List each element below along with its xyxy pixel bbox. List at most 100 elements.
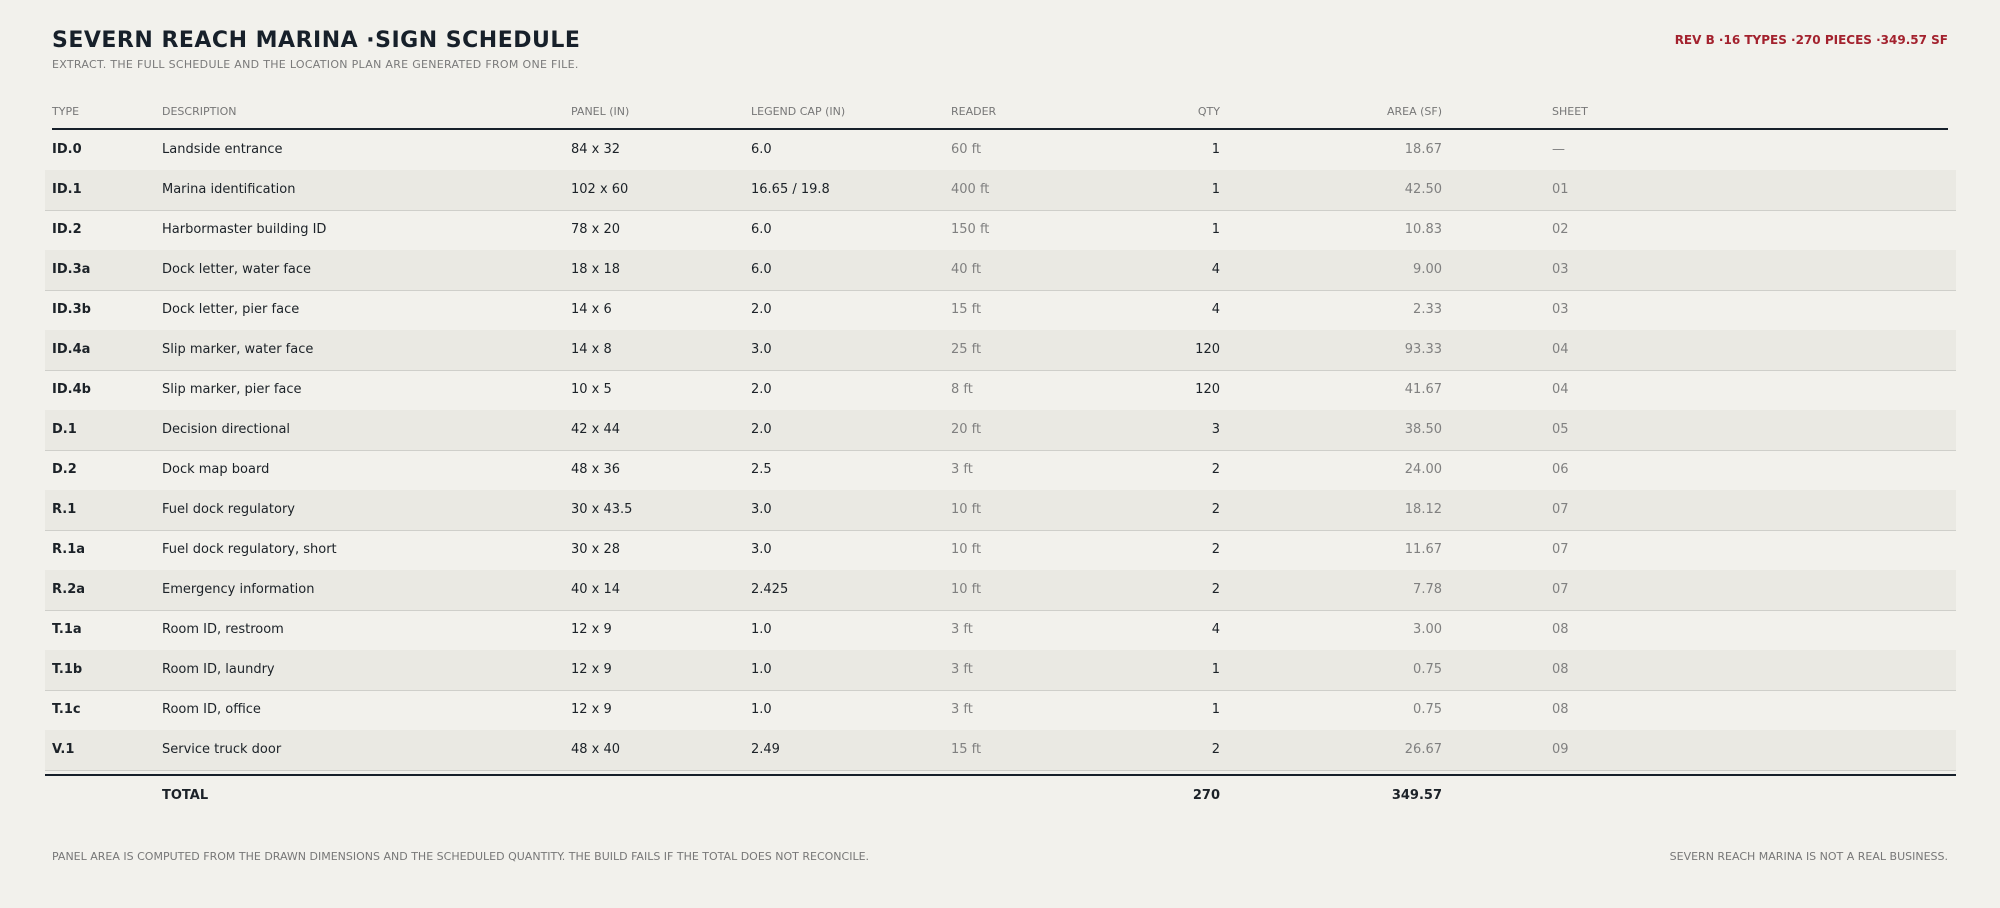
table-cell: 42 x 44 [571,422,621,437]
table-cell: Slip marker, pier face [162,382,302,397]
table-row: ID.3a Dock letter, water face 18 x 18 6.0 40… [45,250,1956,291]
table-cell: 02 [1552,222,1569,237]
table-cell: V.1 [52,742,75,757]
table-cell: 09 [1552,742,1569,757]
table-cell: T.1a [52,622,82,637]
table-cell: Room ID, laundry [162,662,275,677]
table-cell: 6.0 [751,142,772,157]
table-cell: Decision directional [162,422,291,437]
table-cell: 10 ft [951,502,982,517]
table-cell: 2.0 [751,302,772,317]
table-row: T.1c Room ID, office 12 x 9 1.0 3 ft 1 0.75 08 [45,690,1956,731]
table-row: ID.0 Landside entrance 84 x 32 6.0 60 ft 1 18.… [45,130,1956,171]
footer-disclaimer: SEVERN REACH MARINA IS NOT A REAL BUSINE… [1669,850,1948,863]
total-rule [45,774,1956,776]
revision: REV B ·16 TYPES ·270 PIECES ·349.57 SF [1674,33,1948,47]
table-cell: 102 x 60 [571,182,629,197]
table-cell: ID.2 [52,222,82,237]
table-cell: 60 ft [951,142,982,157]
table-cell: 400 ft [951,182,990,197]
table-cell: Harbormaster building ID [162,222,327,237]
table-cell: 0.75 [1413,662,1442,677]
table-cell: 2.5 [751,462,772,477]
table-cell: 8 ft [951,382,973,397]
table-cell: 1.0 [751,702,772,717]
table-cell: 07 [1552,582,1569,597]
table-row: D.1 Decision directional 42 x 44 2.0 20 ft 3 3… [45,410,1956,451]
table-cell: 40 ft [951,262,982,277]
table-cell: 2 [1211,502,1220,517]
table-cell: Fuel dock regulatory, short [162,542,337,557]
table-cell: 2 [1211,542,1220,557]
table-cell: 2.425 [751,582,789,597]
table-cell: 6.0 [751,222,772,237]
table-cell: Landside entrance [162,142,283,157]
table-row: ID.4b Slip marker, pier face 10 x 5 2.0 8 ft… [45,370,1956,411]
table-cell: 3.00 [1413,622,1442,637]
subtitle: EXTRACT. THE FULL SCHEDULE AND THE LOCAT… [52,58,579,71]
table-cell: Dock map board [162,462,270,477]
table-cell: 1.0 [751,662,772,677]
column-header: DESCRIPTION [162,105,237,118]
table-cell: 04 [1552,382,1569,397]
table-cell: 07 [1552,542,1569,557]
table-row: V.1 Service truck door 48 x 40 2.49 15 ft 2 26… [45,730,1956,771]
table-cell: 10 ft [951,542,982,557]
table-cell: 2.0 [751,382,772,397]
table-cell: 2.0 [751,422,772,437]
table-cell: 3.0 [751,542,772,557]
table-cell: 07 [1552,502,1569,517]
table-cell: 3.0 [751,502,772,517]
table-cell: 6.0 [751,262,772,277]
table-cell: 2 [1211,462,1220,477]
table-row: ID.1 Marina identification 102 x 60 16.65 /… [45,170,1956,211]
column-header: TYPE [52,105,80,118]
table-row: R.2a Emergency information 40 x 14 2.425 10 … [45,570,1956,611]
table-cell: 10 ft [951,582,982,597]
table-cell: 48 x 36 [571,462,621,477]
table-cell: 08 [1552,662,1569,677]
table-cell: ID.4b [52,382,91,397]
table-row: ID.3b Dock letter, pier face 14 x 6 2.0 15 f… [45,290,1956,331]
table-cell: 18.12 [1404,502,1442,517]
table-cell: 3 [1211,422,1220,437]
table-cell: Service truck door [162,742,282,757]
table-cell: 10 x 5 [571,382,612,397]
table-cell: 4 [1211,262,1220,277]
table-cell: D.1 [52,422,77,437]
table-row: ID.2 Harbormaster building ID 78 x 20 6.0 15… [45,210,1956,251]
table-cell: 05 [1552,422,1569,437]
table-cell: 3.0 [751,342,772,357]
table-row: D.2 Dock map board 48 x 36 2.5 3 ft 2 24.00 06 [45,450,1956,491]
footer-note: PANEL AREA IS COMPUTED FROM THE DRAWN DI… [52,850,870,863]
table-cell: 04 [1552,342,1569,357]
table-cell: 4 [1211,622,1220,637]
table-cell: 84 x 32 [571,142,621,157]
column-header: READER [951,105,997,118]
table-cell: Dock letter, water face [162,262,312,277]
table-cell: ID.0 [52,142,82,157]
table-cell: T.1b [52,662,83,677]
table-cell: 1.0 [751,622,772,637]
table-cell: 18.67 [1404,142,1442,157]
total-qty: 270 [1192,788,1220,803]
table-cell: 16.65 / 19.8 [751,182,830,197]
table-cell: ID.1 [52,182,82,197]
table-cell: 3 ft [951,662,973,677]
table-cell: 03 [1552,302,1569,317]
table-row: R.1a Fuel dock regulatory, short 30 x 28 3.… [45,530,1956,571]
table-cell: 1 [1211,182,1220,197]
table-cell: 1 [1211,702,1220,717]
table-cell: Room ID, restroom [162,622,284,637]
table-cell: 06 [1552,462,1569,477]
table-cell: 2 [1211,742,1220,757]
table-cell: 3 ft [951,702,973,717]
table-cell: 1 [1211,662,1220,677]
table-cell: 12 x 9 [571,662,612,677]
table-cell: 3 ft [951,462,973,477]
table-cell: 01 [1552,182,1569,197]
table-cell: 93.33 [1404,342,1442,357]
table-row: T.1a Room ID, restroom 12 x 9 1.0 3 ft 4 3.00 0… [45,610,1956,651]
table-cell: 10.83 [1404,222,1442,237]
table-cell: T.1c [52,702,81,717]
